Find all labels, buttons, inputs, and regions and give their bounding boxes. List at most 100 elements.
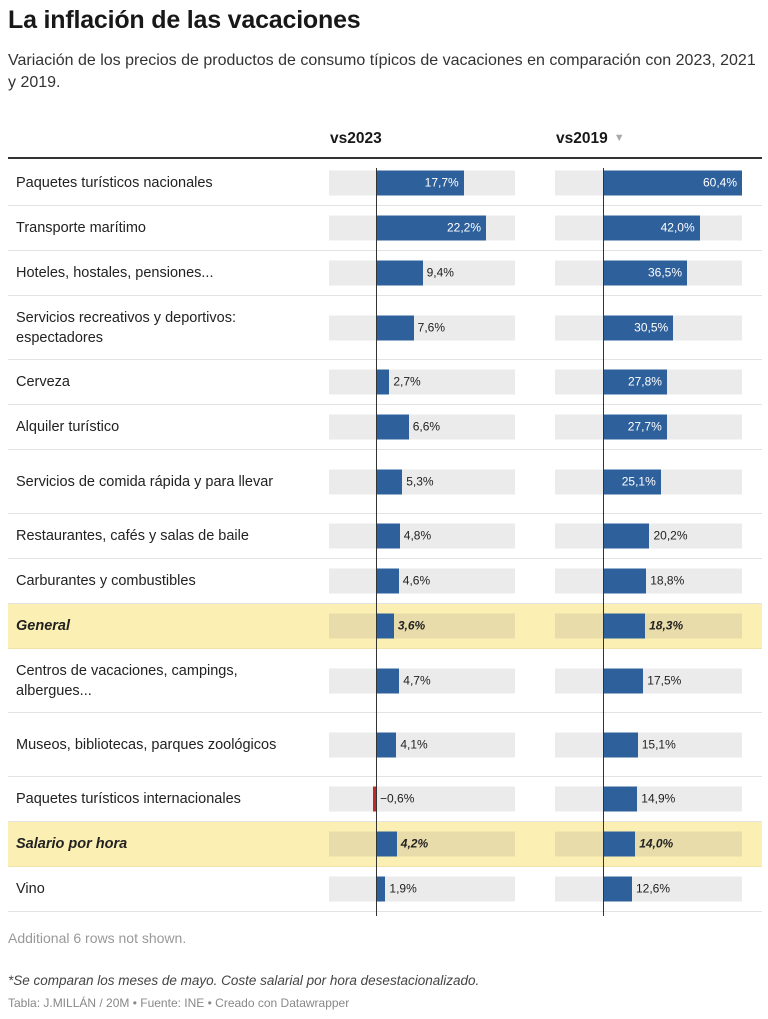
bar-vs2023 <box>376 170 464 196</box>
value-label-vs2023: 4,7% <box>403 673 431 687</box>
value-label-vs2019: 18,8% <box>650 573 685 588</box>
bar-vs2019 <box>603 732 638 757</box>
value-label-vs2023: 17,7% <box>424 175 459 190</box>
row-label: Hoteles, hostales, pensiones... <box>16 265 214 281</box>
row-label: Transporte marítimo <box>16 220 146 236</box>
table-row: Vino 1,9% 12,6% <box>8 867 762 912</box>
bar-vs2023 <box>376 523 400 549</box>
row-label: Cerveza <box>16 374 70 390</box>
bar-track <box>329 369 515 395</box>
value-label-vs2019: 27,7% <box>627 419 662 434</box>
bar-vs2019 <box>603 613 646 639</box>
row-label: Museos, bibliotecas, parques zoológicos <box>16 736 277 753</box>
row-label: Carburantes y combustibles <box>16 573 196 589</box>
value-label-vs2019: 20,2% <box>653 528 688 543</box>
table-row: Servicios recreativos y deportivos: espe… <box>8 296 762 360</box>
value-label-vs2019: 18,3% <box>649 618 684 633</box>
chart-title: La inflación de las vacaciones <box>8 6 361 34</box>
column-header-vs2023[interactable]: vs2023 <box>330 130 382 148</box>
value-label-vs2019: 14,9% <box>641 791 676 806</box>
value-label-vs2019: 14,0% <box>639 836 674 851</box>
table-row: Centros de vacaciones, campings, albergu… <box>8 649 762 713</box>
row-label: Paquetes turísticos nacionales <box>16 175 213 191</box>
value-label-vs2023: 9,4% <box>426 265 454 280</box>
table-row: Transporte marítimo 22,2% 42,0% <box>8 206 762 251</box>
table-row: Hoteles, hostales, pensiones... 9,4% 36,5% <box>8 251 762 296</box>
bar-track <box>329 523 515 549</box>
column-header-label: vs2023 <box>330 130 382 147</box>
bar-track <box>329 786 515 812</box>
bar-vs2019 <box>603 315 674 340</box>
value-label-vs2019: 42,0% <box>660 220 695 235</box>
bar-vs2019 <box>603 414 667 440</box>
bar-vs2019 <box>603 215 700 241</box>
value-label-vs2023: 7,6% <box>417 320 446 334</box>
row-label: Servicios de comida rápida y para llevar <box>16 473 274 490</box>
bar-track <box>329 568 515 594</box>
value-label-vs2019: 12,6% <box>635 881 671 896</box>
row-label: Vino <box>16 881 45 897</box>
source-credit: Tabla: J.MILLÁN / 20M • Fuente: INE • Cr… <box>8 996 350 1010</box>
table-row: Restaurantes, cafés y salas de baile 4,8%… <box>8 514 762 559</box>
row-label: General <box>16 618 70 634</box>
bar-track <box>555 568 742 594</box>
value-label-vs2019: 27,8% <box>627 374 662 389</box>
bar-vs2019 <box>603 170 742 196</box>
bar-vs2019 <box>603 369 667 395</box>
bar-track <box>329 831 515 857</box>
table-row: Carburantes y combustibles 4,6% 18,8% <box>8 559 762 604</box>
row-label: Servicios recreativos y deportivos: espe… <box>16 309 236 346</box>
value-label-vs2019: 30,5% <box>634 320 669 334</box>
table-row: Museos, bibliotecas, parques zoológicos 4… <box>8 713 762 777</box>
row-label: Salario por hora <box>16 836 128 852</box>
bar-vs2019 <box>603 568 647 594</box>
table-row: General 3,6% 18,3% <box>8 604 762 649</box>
value-label-vs2023: −0,6% <box>380 791 415 806</box>
bar-vs2023 <box>376 315 414 340</box>
chart-subtitle: Variación de los precios de productos de… <box>8 52 756 91</box>
bar-track <box>555 613 742 639</box>
value-label-vs2019: 15,1% <box>641 737 676 751</box>
value-label-vs2023: 5,3% <box>406 474 434 488</box>
bar-vs2019 <box>603 523 650 549</box>
bar-track <box>329 315 515 340</box>
bar-track <box>329 613 515 639</box>
bar-vs2023 <box>376 876 386 902</box>
bar-track <box>329 876 515 902</box>
value-label-vs2023: 4,8% <box>403 528 432 543</box>
row-label: Paquetes turísticos internacionales <box>16 791 241 807</box>
bar-track <box>329 469 515 494</box>
bar-vs2019 <box>603 876 632 902</box>
bar-vs2023 <box>376 613 394 639</box>
sort-descending-icon[interactable]: ▼ <box>613 132 625 144</box>
bar-vs2023 <box>373 786 376 812</box>
row-label: Alquiler turístico <box>16 419 120 435</box>
bar-vs2019 <box>603 668 644 693</box>
footnote: *Se comparan los meses de mayo. Coste sa… <box>8 973 480 988</box>
column-header-label: vs2019 <box>556 130 608 147</box>
more-rows-note[interactable]: Additional 6 rows not shown. <box>8 930 187 946</box>
row-label: Restaurantes, cafés y salas de baile <box>16 528 249 544</box>
bar-track <box>555 786 742 812</box>
bar-vs2023 <box>376 414 409 440</box>
bar-vs2023 <box>376 732 397 757</box>
bar-vs2023 <box>376 831 397 857</box>
bar-vs2023 <box>376 668 400 693</box>
bar-vs2023 <box>376 260 423 286</box>
value-label-vs2023: 3,6% <box>397 618 426 633</box>
value-label-vs2023: 4,1% <box>400 737 428 751</box>
table-row: Alquiler turístico 6,6% 27,7% <box>8 405 762 450</box>
table-row: Paquetes turísticos internacionales −0,6%… <box>8 777 762 822</box>
value-label-vs2019: 17,5% <box>647 673 682 687</box>
bar-vs2023 <box>376 215 486 241</box>
table-row: Paquetes turísticos nacionales 17,7% 60,4% <box>8 161 762 206</box>
bar-vs2023 <box>376 469 403 494</box>
bar-track <box>329 732 515 757</box>
table-row: Salario por hora 4,2% 14,0% <box>8 822 762 867</box>
column-header-vs2019[interactable]: vs2019 ▼ <box>556 130 625 148</box>
value-label-vs2019: 25,1% <box>621 474 656 488</box>
bar-track <box>555 732 742 757</box>
value-label-vs2019: 36,5% <box>647 265 682 280</box>
bar-track <box>555 831 742 857</box>
value-label-vs2023: 4,2% <box>400 836 429 851</box>
